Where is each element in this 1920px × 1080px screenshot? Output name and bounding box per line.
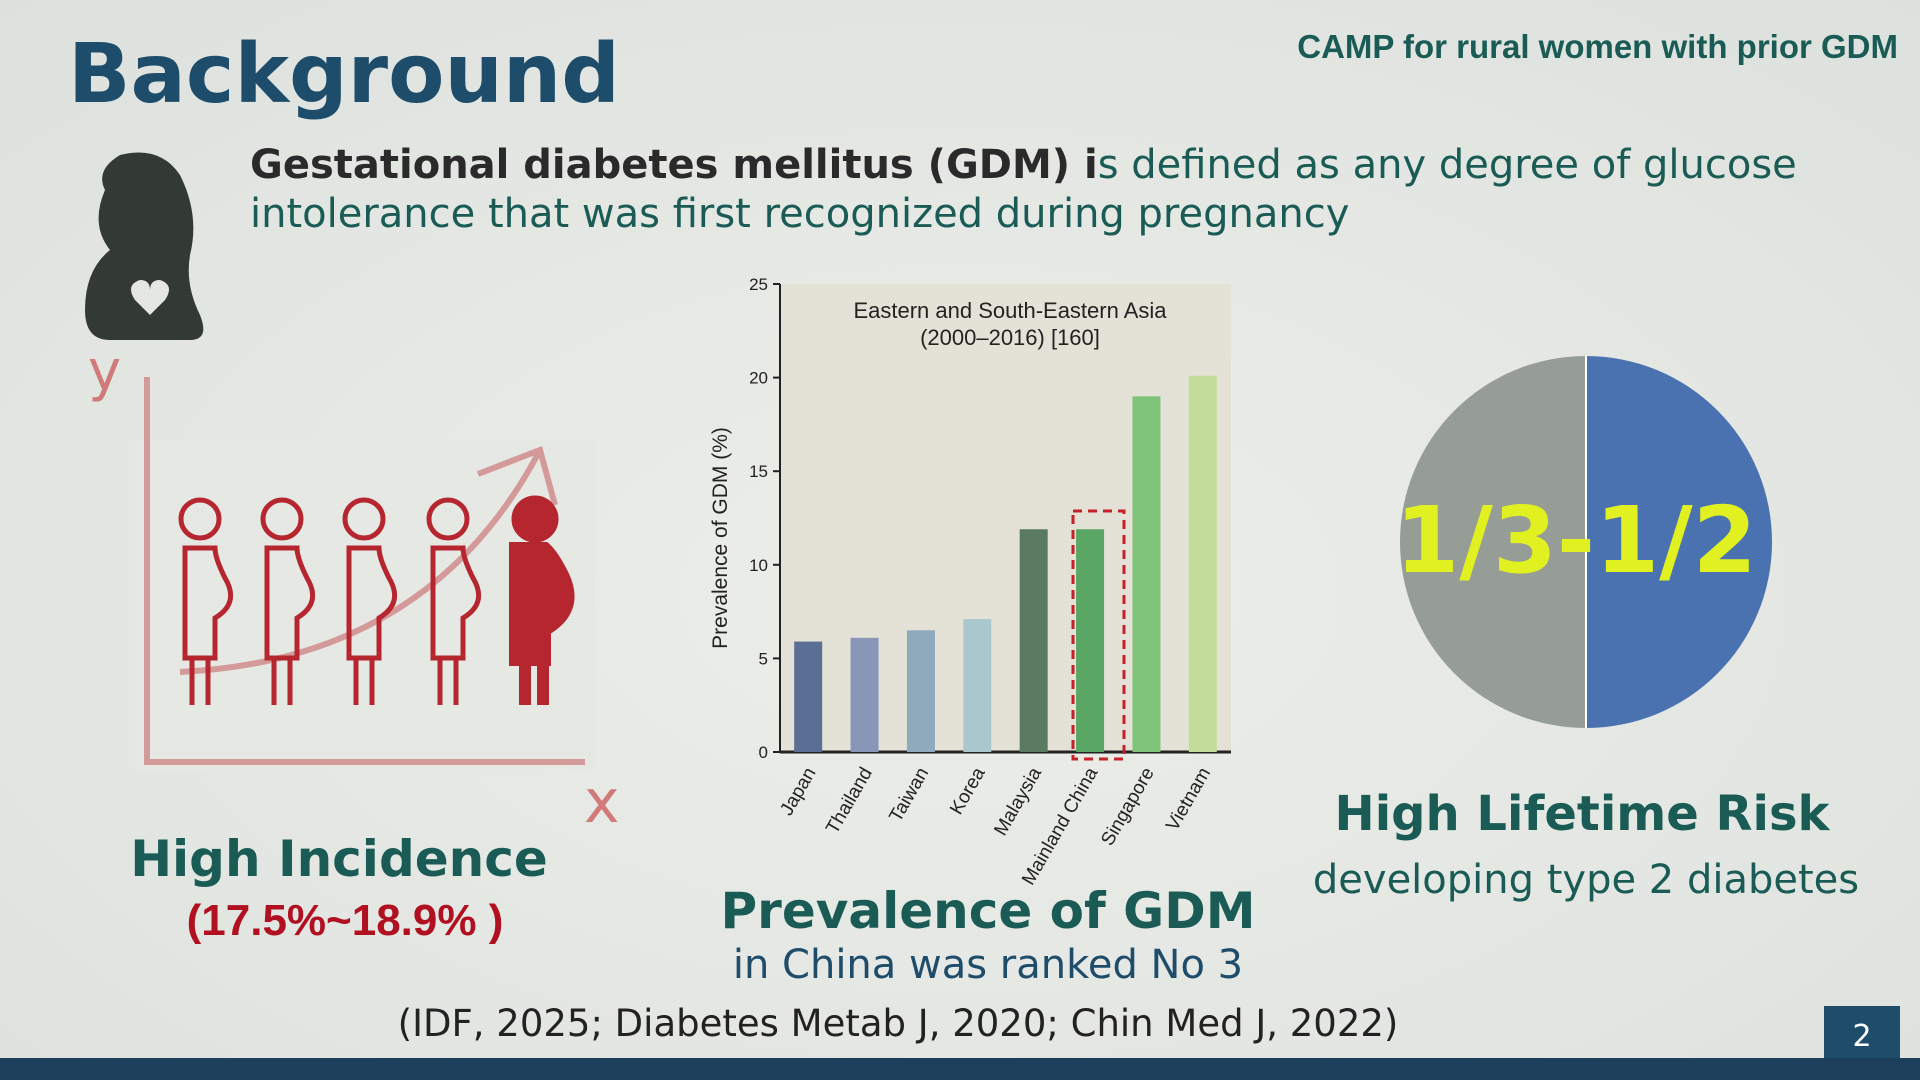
y-tick-label: 25 xyxy=(749,275,768,294)
risk-title: High Lifetime Risk xyxy=(1335,786,1831,842)
chart-title: Eastern and South-Eastern Asia xyxy=(853,298,1167,323)
figures xyxy=(178,495,575,705)
bar xyxy=(906,630,935,752)
definition-bold: Gestational diabetes mellitus (GDM) i xyxy=(250,142,1098,188)
title: Background xyxy=(68,27,620,122)
y-axis-label: Prevalence of GDM (%) xyxy=(709,427,732,649)
bar-chart: 0 5 10 15 20 25 Eastern and South-Eastern Asia… xyxy=(709,275,1231,889)
y-tick-label: 10 xyxy=(749,556,768,575)
axis-y-label: y xyxy=(88,339,121,404)
chart-caption: Prevalence of GDM xyxy=(721,882,1256,940)
risk-subtitle: developing type 2 diabetes xyxy=(1313,857,1859,903)
trend-arrow xyxy=(179,448,543,675)
references: (IDF, 2025; Diabetes Metab J, 2020; Chin… xyxy=(398,1002,1399,1045)
page-number-box xyxy=(1824,1006,1900,1058)
highlight-box xyxy=(1071,509,1126,761)
bar xyxy=(1019,529,1048,752)
pregnant-icon xyxy=(85,152,204,340)
chart-caption-sub: in China was ranked No 3 xyxy=(733,942,1243,988)
y-tick-label: 20 xyxy=(749,369,768,388)
bar xyxy=(1132,396,1161,752)
incidence-title: High Incidence xyxy=(130,830,548,888)
footer-bar xyxy=(0,1058,1920,1080)
pie-half-blue xyxy=(1586,356,1772,728)
definition-line2: intolerance that was first recognized du… xyxy=(250,191,1349,237)
subtitle: CAMP for rural women with prior GDM xyxy=(1297,28,1898,65)
chart-bg xyxy=(780,284,1231,752)
incidence-illustration xyxy=(135,377,595,770)
axes xyxy=(144,377,585,765)
page-number: 2 xyxy=(1852,1019,1871,1054)
bar xyxy=(1076,529,1105,752)
risk-fraction: 1/3-1/2 xyxy=(1395,487,1756,594)
definition-rest: s defined as any degree of glucose xyxy=(1098,142,1797,188)
y-tick-label: 0 xyxy=(759,743,768,762)
bar xyxy=(794,641,823,752)
y-tick-label: 15 xyxy=(749,462,768,481)
bar xyxy=(1188,375,1217,752)
pie-half-gray xyxy=(1400,356,1586,728)
bar xyxy=(850,637,879,752)
arrowhead xyxy=(476,446,558,506)
incidence-range: (17.5%~18.9% ) xyxy=(187,896,504,945)
chart-title: (2000–2016) [160] xyxy=(920,325,1100,350)
definition: Gestational diabetes mellitus (GDM) is d… xyxy=(250,142,1797,188)
bar xyxy=(963,619,992,752)
y-tick-label: 5 xyxy=(759,649,768,668)
axis-x-label: x xyxy=(584,767,620,837)
